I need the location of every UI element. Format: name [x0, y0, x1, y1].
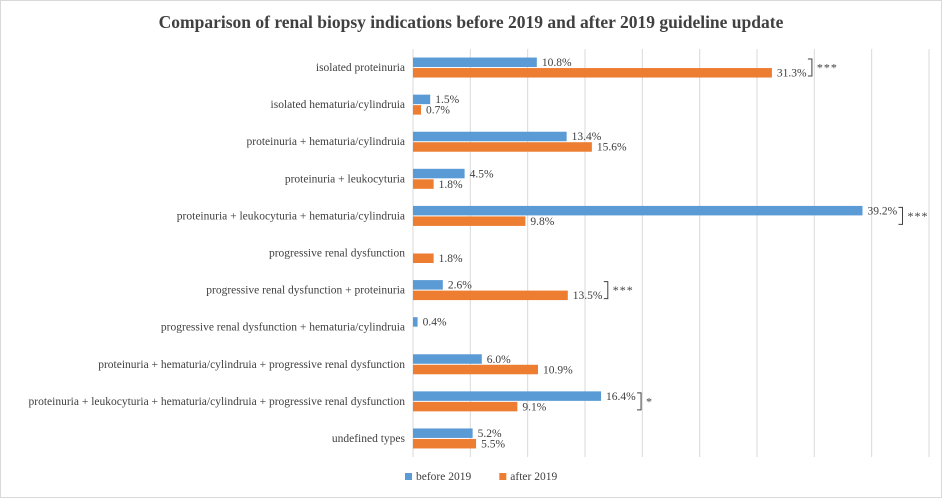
- data-label: 1.5%: [435, 94, 459, 106]
- bar-before-2019: [413, 354, 482, 364]
- significance-bracket: [637, 392, 642, 411]
- category-label: isolated proteinuria: [316, 62, 405, 74]
- category-label: proteinuria + leukocyturia: [285, 173, 405, 185]
- category-label: proteinuria + leukocyturia + hematuria/c…: [177, 210, 405, 222]
- legend-swatch: [499, 473, 507, 480]
- gridlines: [412, 49, 930, 457]
- legend-swatch: [405, 473, 412, 480]
- bar-before-2019: [413, 57, 537, 68]
- significance-bracket: [603, 281, 609, 300]
- bar-before-2019: [413, 131, 567, 142]
- data-label: 0.7%: [426, 105, 450, 117]
- bar-after-2019: [413, 401, 518, 412]
- data-label: 1.8%: [439, 179, 463, 191]
- category-label: undefined types: [332, 433, 406, 445]
- bar-before-2019: [413, 391, 602, 401]
- bar-after-2019: [413, 68, 772, 78]
- significance-label: *: [646, 394, 653, 408]
- category-label: proteinuria + hematuria/cylindruia: [247, 136, 405, 148]
- legend-label: after 2019: [510, 471, 557, 483]
- data-label: 10.8%: [542, 57, 572, 69]
- category-label: progressive renal dysfunction: [269, 248, 405, 260]
- data-label: 9.1%: [522, 401, 546, 413]
- data-labels: 10.8% 31.3% 1.5%0.7% 13.4%15.6% 4.5% 1.8% 39.2…: [423, 57, 898, 450]
- legend: before 2019 after 2019: [405, 471, 557, 483]
- category-label: isolated hematuria/cylindruia: [271, 99, 405, 111]
- data-label: 39.2%: [867, 205, 897, 217]
- data-label: 5.2%: [478, 428, 502, 440]
- data-label: 2.6%: [448, 280, 472, 292]
- significance-label: ***: [907, 209, 928, 223]
- bar-after-2019: [413, 216, 526, 226]
- category-label: proteinuria + leukocyturia + hematuria/c…: [29, 396, 406, 408]
- significance-label: ***: [613, 283, 634, 297]
- data-label: 0.4%: [423, 317, 447, 329]
- bar-before-2019: [413, 428, 473, 438]
- category-label: progressive renal dysfunction + hematuri…: [161, 322, 405, 334]
- category-label: progressive renal dysfunction + proteinu…: [206, 285, 405, 297]
- data-label: 31.3%: [777, 68, 807, 80]
- bar-before-2019: [413, 168, 465, 179]
- bar-after-2019: [413, 290, 568, 301]
- significance-label: ***: [817, 61, 838, 75]
- data-label: 15.6%: [597, 142, 627, 154]
- data-label: 4.5%: [470, 168, 494, 180]
- data-label: 6.0%: [487, 354, 511, 366]
- bar-before-2019: [413, 280, 443, 290]
- data-label: 13.5%: [573, 290, 603, 302]
- bar-before-2019: [413, 205, 863, 216]
- bar-after-2019: [413, 179, 434, 189]
- bar-after-2019: [413, 438, 477, 449]
- bar-before-2019: [413, 94, 431, 105]
- data-label: 10.9%: [543, 364, 573, 376]
- significance-markers: **********: [603, 58, 928, 411]
- bar-after-2019: [413, 253, 434, 263]
- data-label: 5.5%: [481, 438, 505, 450]
- significance-bracket: [807, 58, 813, 77]
- category-labels: isolated proteinuria isolated hematuria/c…: [29, 62, 406, 445]
- significance-bracket: [898, 206, 903, 225]
- bar-after-2019: [413, 105, 422, 115]
- data-label: 1.8%: [439, 253, 463, 265]
- bar-after-2019: [413, 364, 538, 375]
- data-label: 13.4%: [572, 131, 602, 143]
- legend-label: before 2019: [416, 471, 471, 483]
- bars: [413, 57, 863, 449]
- bar-before-2019: [413, 317, 418, 327]
- data-label: 9.8%: [530, 216, 554, 228]
- chart-title: Comparison of renal biopsy indications b…: [159, 12, 784, 32]
- category-label: proteinuria + hematuria/cylindruia + pro…: [98, 359, 405, 371]
- data-label: 16.4%: [606, 391, 636, 403]
- bar-after-2019: [413, 142, 592, 152]
